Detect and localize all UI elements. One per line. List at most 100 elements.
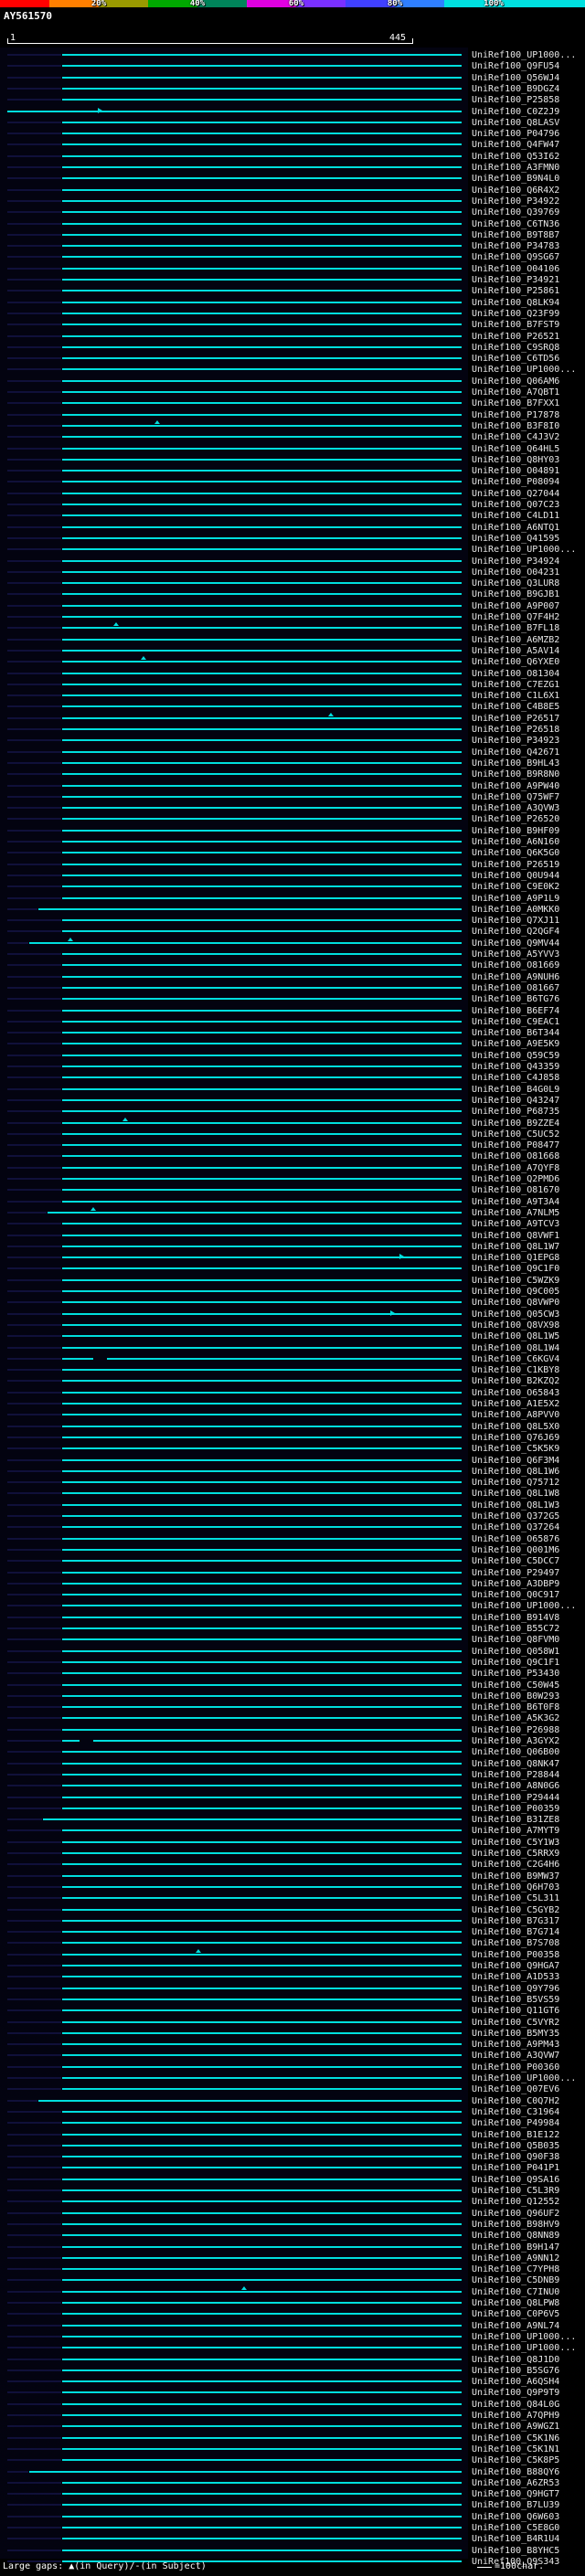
hit-label[interactable]: UniRef100_Q41595	[472, 533, 560, 544]
hit-bar[interactable]	[62, 1380, 462, 1383]
hit-label[interactable]: UniRef100_C50W45	[472, 1680, 560, 1691]
hit-label[interactable]: UniRef100_P041P1	[472, 2163, 560, 2174]
hit-label[interactable]: UniRef100_C6KGV4	[472, 1353, 560, 1364]
hit-bar[interactable]	[29, 941, 462, 944]
hit-bar[interactable]	[62, 784, 462, 787]
hit-label[interactable]: UniRef100_C4B8E5	[472, 702, 560, 713]
hit-label[interactable]: UniRef100_B7S708	[472, 1938, 560, 1949]
hit-bar[interactable]	[62, 1548, 462, 1551]
hit-bar[interactable]	[62, 1436, 462, 1438]
hit-label[interactable]: UniRef100_B5SG76	[472, 2365, 560, 2376]
hit-bar[interactable]	[62, 1807, 462, 1809]
hit-label[interactable]: UniRef100_Q9P9T9	[472, 2388, 560, 2399]
hit-label[interactable]: UniRef100_O81669	[472, 960, 560, 971]
hit-bar[interactable]	[62, 2358, 462, 2360]
hit-label[interactable]: UniRef100_O04231	[472, 567, 560, 578]
hit-bar[interactable]	[62, 1492, 462, 1495]
hit-bar[interactable]	[62, 334, 462, 337]
hit-bar[interactable]	[62, 1605, 462, 1607]
hit-bar[interactable]	[62, 1773, 462, 1776]
hit-bar[interactable]	[38, 2099, 462, 2102]
hit-bar[interactable]	[62, 2549, 462, 2551]
hit-label[interactable]: UniRef100_C7INU0	[472, 2286, 560, 2297]
hit-bar[interactable]	[62, 1627, 462, 1629]
hit-label[interactable]: UniRef100_B7FST9	[472, 320, 560, 331]
hit-bar[interactable]	[62, 1987, 462, 1989]
hit-label[interactable]: UniRef100_C9E0K2	[472, 882, 560, 893]
hit-bar[interactable]	[62, 885, 462, 888]
hit-bar[interactable]	[62, 2425, 462, 2428]
hit-label[interactable]: UniRef100_A7NLM5	[472, 1207, 560, 1218]
hit-label[interactable]: UniRef100_C5K8P5	[472, 2455, 560, 2466]
hit-label[interactable]: UniRef100_C5K1N6	[472, 2433, 560, 2443]
hit-bar[interactable]	[62, 683, 462, 685]
hit-label[interactable]: UniRef100_A3FMN0	[472, 163, 560, 173]
hit-label[interactable]: UniRef100_P49984	[472, 2118, 560, 2129]
hit-bar[interactable]	[62, 290, 462, 292]
hit-label[interactable]: UniRef100_Q8FVM0	[472, 1635, 560, 1646]
hit-bar[interactable]	[62, 1840, 462, 1843]
hit-label[interactable]: UniRef100_Q6YXE0	[472, 657, 560, 668]
hit-label[interactable]: UniRef100_C5L311	[472, 1893, 560, 1904]
hit-label[interactable]: UniRef100_P17878	[472, 409, 560, 420]
hit-label[interactable]: UniRef100_A3QVW3	[472, 803, 560, 814]
hit-label[interactable]: UniRef100_UP1000...	[472, 2331, 577, 2342]
hit-bar[interactable]	[62, 1885, 462, 1888]
hit-label[interactable]: UniRef100_A9NN12	[472, 2253, 560, 2263]
hit-bar[interactable]	[62, 222, 462, 225]
hit-label[interactable]: UniRef100_A7MYT9	[472, 1826, 560, 1837]
hit-bar[interactable]	[62, 1829, 462, 1832]
hit-bar[interactable]	[62, 1852, 462, 1854]
hit-label[interactable]: UniRef100_Q8HY03	[472, 454, 560, 465]
hit-bar[interactable]	[62, 1616, 462, 1618]
hit-bar[interactable]	[62, 2313, 462, 2316]
hit-label[interactable]: UniRef100_C6TD56	[472, 354, 560, 365]
hit-bar[interactable]	[62, 2088, 462, 2091]
hit-bar[interactable]	[62, 930, 462, 933]
hit-bar[interactable]	[62, 953, 462, 955]
hit-label[interactable]: UniRef100_Q9HGT7	[472, 2489, 560, 2500]
hit-label[interactable]: UniRef100_C4LD11	[472, 511, 560, 522]
hit-label[interactable]: UniRef100_Q84L0G	[472, 2399, 560, 2410]
hit-label[interactable]: UniRef100_Q9Y796	[472, 1983, 560, 1994]
hit-bar[interactable]	[62, 133, 462, 135]
hit-bar[interactable]	[62, 1672, 462, 1675]
hit-label[interactable]: UniRef100_Q6W603	[472, 2511, 560, 2522]
hit-bar[interactable]	[62, 458, 462, 461]
hit-label[interactable]: UniRef100_Q7F4H2	[472, 612, 560, 622]
hit-label[interactable]: UniRef100_Q2QGF4	[472, 927, 560, 938]
hit-label[interactable]: UniRef100_A1E5X2	[472, 1399, 560, 1409]
hit-label[interactable]: UniRef100_O04891	[472, 466, 560, 477]
hit-label[interactable]: UniRef100_O04106	[472, 263, 560, 274]
hit-label[interactable]: UniRef100_C4J3V2	[472, 432, 560, 443]
hit-label[interactable]: UniRef100_B9R8N0	[472, 769, 560, 780]
hit-label[interactable]: UniRef100_C5UC52	[472, 1129, 560, 1140]
hit-label[interactable]: UniRef100_P28844	[472, 1769, 560, 1780]
hit-bar[interactable]	[62, 1694, 462, 1697]
hit-bar[interactable]	[62, 919, 462, 922]
hit-label[interactable]: UniRef100_B2KZQ2	[472, 1376, 560, 1387]
hit-label[interactable]: UniRef100_Q9C1F1	[472, 1657, 560, 1668]
hit-label[interactable]: UniRef100_P00358	[472, 1949, 560, 1960]
hit-bar[interactable]	[93, 1740, 462, 1742]
hit-label[interactable]: UniRef100_Q8LASV	[472, 117, 560, 128]
hit-label[interactable]: UniRef100_C2G4H6	[472, 1860, 560, 1871]
hit-label[interactable]: UniRef100_B9MW37	[472, 1871, 560, 1882]
hit-bar[interactable]	[62, 2167, 462, 2169]
hit-bar[interactable]	[62, 2065, 462, 2068]
hit-label[interactable]: UniRef100_Q372G5	[472, 1511, 560, 1521]
hit-label[interactable]: UniRef100_C9SRQ8	[472, 342, 560, 353]
hit-bar[interactable]	[62, 1458, 462, 1461]
hit-bar[interactable]	[62, 1357, 93, 1360]
hit-label[interactable]: UniRef100_Q64HL5	[472, 443, 560, 454]
hit-label[interactable]: UniRef100_Q96UF2	[472, 2208, 560, 2219]
hit-bar[interactable]	[62, 470, 462, 472]
hit-bar[interactable]	[62, 54, 462, 56]
hit-label[interactable]: UniRef100_P04796	[472, 129, 560, 140]
hit-bar[interactable]	[62, 1717, 462, 1720]
hit-bar[interactable]	[62, 2481, 462, 2484]
hit-bar[interactable]	[62, 1908, 462, 1911]
hit-bar[interactable]	[62, 1065, 462, 1067]
hit-label[interactable]: UniRef100_Q0C917	[472, 1590, 560, 1601]
hit-label[interactable]: UniRef100_B9ZZE4	[472, 1118, 560, 1129]
